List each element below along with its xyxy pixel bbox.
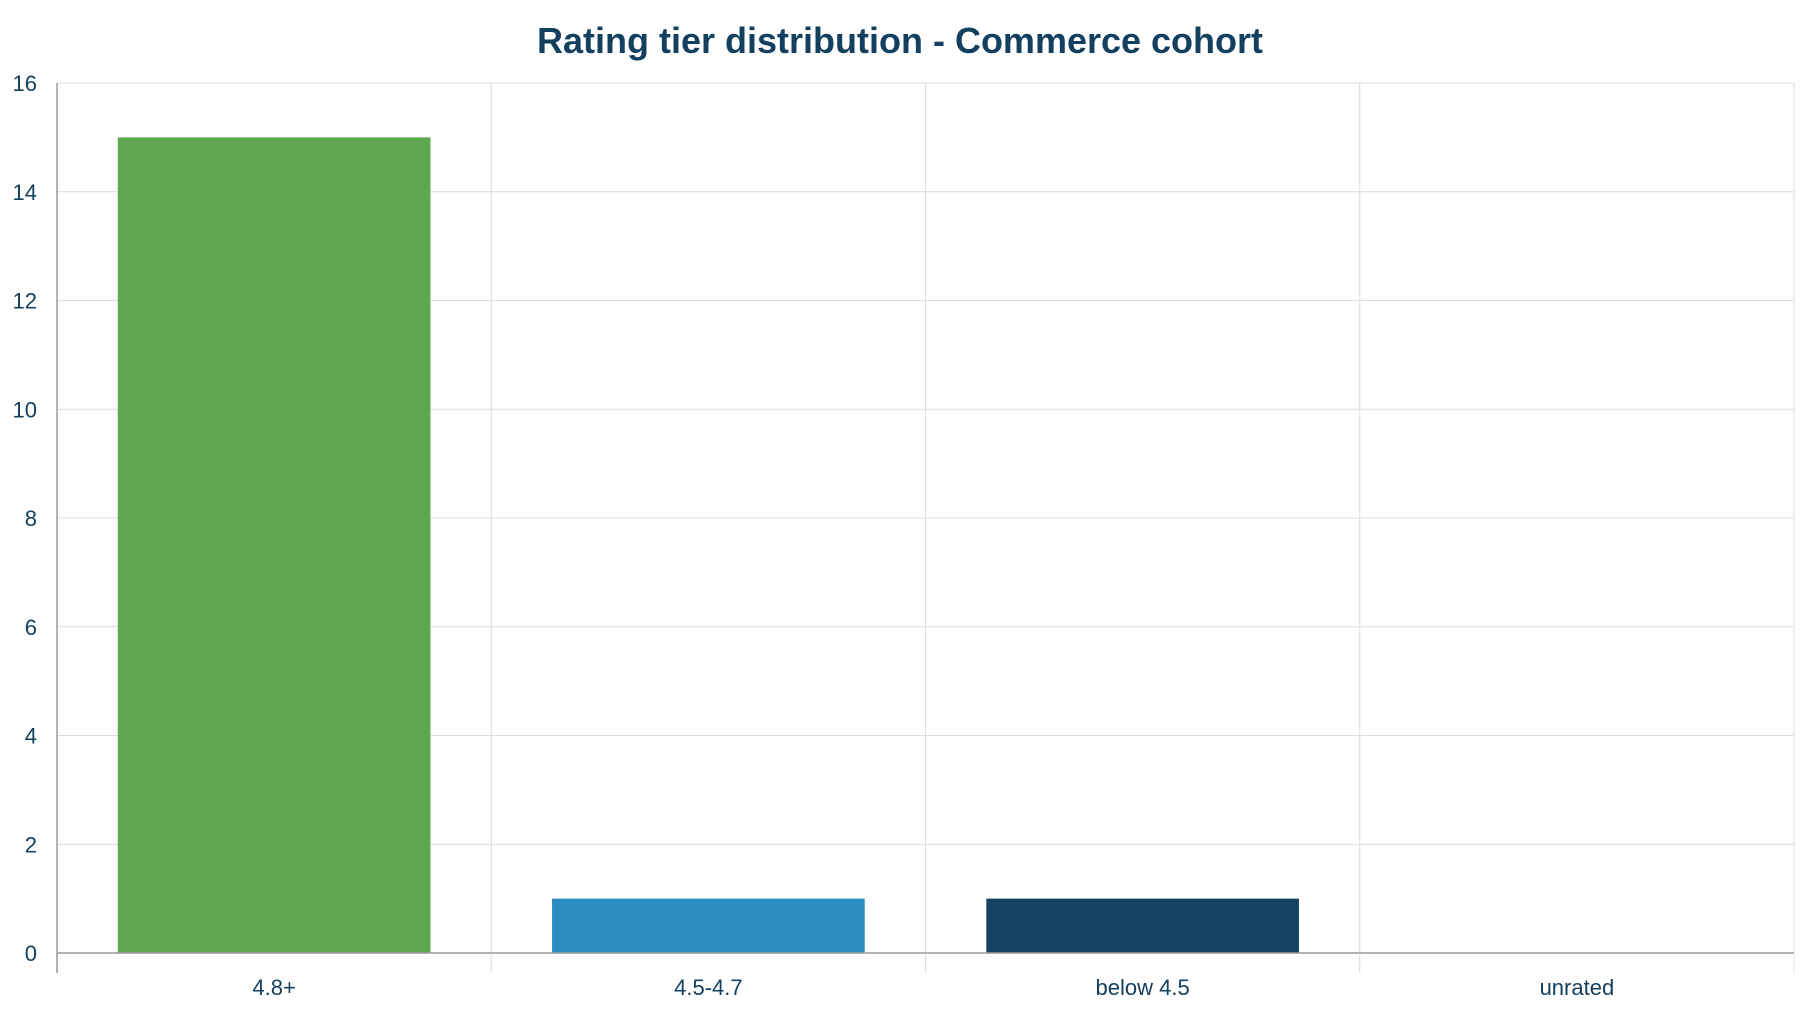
bars — [117, 137, 1299, 953]
y-tick-label: 8 — [25, 506, 37, 531]
chart-title: Rating tier distribution - Commerce coho… — [536, 20, 1264, 61]
y-tick-label: 10 — [13, 397, 37, 422]
y-tick-label: 16 — [13, 71, 37, 96]
y-tick-label: 12 — [13, 289, 37, 314]
y-tick-label: 2 — [25, 832, 37, 857]
bar-4-8- — [117, 137, 431, 953]
x-tick-label: 4.5-4.7 — [674, 975, 743, 1000]
x-tick-label: below 4.5 — [1096, 975, 1190, 1000]
bar-below-4-5 — [986, 898, 1299, 953]
y-tick-label: 6 — [25, 615, 37, 640]
x-tick-label: unrated — [1540, 975, 1615, 1000]
bar-4-5-4-7 — [552, 898, 865, 953]
y-tick-label: 14 — [13, 180, 37, 205]
axes — [56, 83, 1795, 973]
tick-labels: 0 2 4 6 8 10 12 14 16 4.8+ 4.5-4.7 below 4.5 unrated — [13, 71, 1615, 1000]
y-tick-label: 0 — [25, 941, 37, 966]
x-tick-label: 4.8+ — [252, 975, 295, 1000]
y-tick-label: 4 — [25, 724, 37, 749]
